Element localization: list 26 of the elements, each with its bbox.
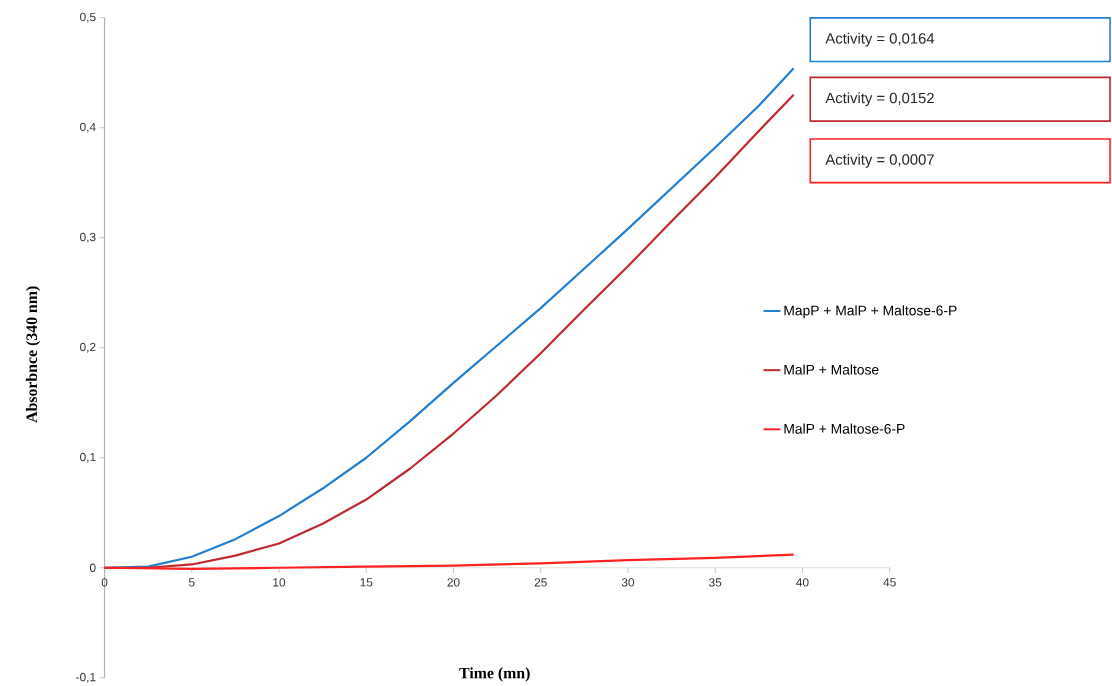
legend-label: MapP + MalP + Maltose-6-P [784, 305, 957, 319]
x-tick-label: 25 [534, 578, 547, 587]
y-tick-label: 0 [89, 563, 96, 573]
annotation: Activity = 0,0152 [825, 92, 934, 107]
x-axis-title: Time (mn) [459, 667, 530, 682]
x-tick-label: 30 [621, 578, 635, 587]
legend-label: MalP + Maltose-6-P [784, 423, 905, 434]
x-tick-label: 20 [447, 578, 460, 587]
x-tick-label: 10 [273, 578, 286, 587]
x-tick-label: 5 [188, 578, 195, 587]
y-tick-label: 0,2 [80, 342, 96, 353]
y-tick-label: 0,5 [80, 12, 96, 23]
y-tick-label: 0,4 [80, 122, 96, 133]
annotation: Activity = 0,0007 [825, 153, 934, 168]
y-tick-label: -0,1 [76, 672, 96, 683]
x-tick-label: 45 [883, 578, 896, 587]
line-series [103, 553, 795, 571]
x-tick-label: 35 [709, 578, 722, 587]
legend-label: MalP + Maltose [784, 364, 879, 375]
x-tick-label: 40 [796, 578, 809, 587]
annotation: Activity = 0,0164 [825, 32, 935, 47]
y-tick-label: 0,1 [80, 452, 96, 463]
x-tick-label: 15 [360, 578, 373, 587]
y-tick-label: 0,3 [80, 232, 96, 243]
x-tick-label: 0 [101, 578, 108, 587]
y-axis-title: Absorbnce (340 nm) [25, 286, 41, 423]
